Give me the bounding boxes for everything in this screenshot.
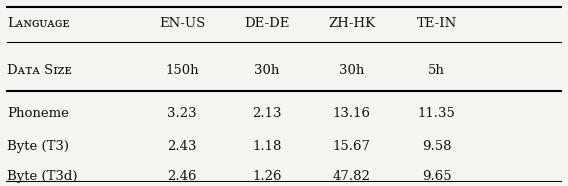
Text: 2.43: 2.43 (168, 140, 197, 153)
Text: 47.82: 47.82 (333, 171, 371, 183)
Text: 30h: 30h (254, 64, 279, 77)
Text: Dᴀᴛᴀ Sɪᴢᴇ: Dᴀᴛᴀ Sɪᴢᴇ (7, 64, 72, 77)
Text: Byte (T3): Byte (T3) (7, 140, 69, 153)
Text: 5h: 5h (428, 64, 445, 77)
Text: 15.67: 15.67 (333, 140, 371, 153)
Text: TE-IN: TE-IN (416, 17, 457, 30)
Text: Byte (T3d): Byte (T3d) (7, 171, 78, 183)
Text: Lᴀɴɢᴜᴀɢᴇ: Lᴀɴɢᴜᴀɢᴇ (7, 17, 70, 30)
Text: 1.26: 1.26 (252, 171, 282, 183)
Text: 13.16: 13.16 (333, 107, 371, 120)
Text: 9.58: 9.58 (422, 140, 452, 153)
Text: 1.18: 1.18 (252, 140, 282, 153)
Text: EN-US: EN-US (159, 17, 206, 30)
Text: 150h: 150h (165, 64, 199, 77)
Text: ZH-HK: ZH-HK (328, 17, 375, 30)
Text: 11.35: 11.35 (417, 107, 456, 120)
Text: 3.23: 3.23 (168, 107, 197, 120)
Text: Phoneme: Phoneme (7, 107, 69, 120)
Text: 30h: 30h (339, 64, 365, 77)
Text: DE-DE: DE-DE (244, 17, 290, 30)
Text: 9.65: 9.65 (422, 171, 452, 183)
Text: 2.13: 2.13 (252, 107, 282, 120)
Text: 2.46: 2.46 (168, 171, 197, 183)
